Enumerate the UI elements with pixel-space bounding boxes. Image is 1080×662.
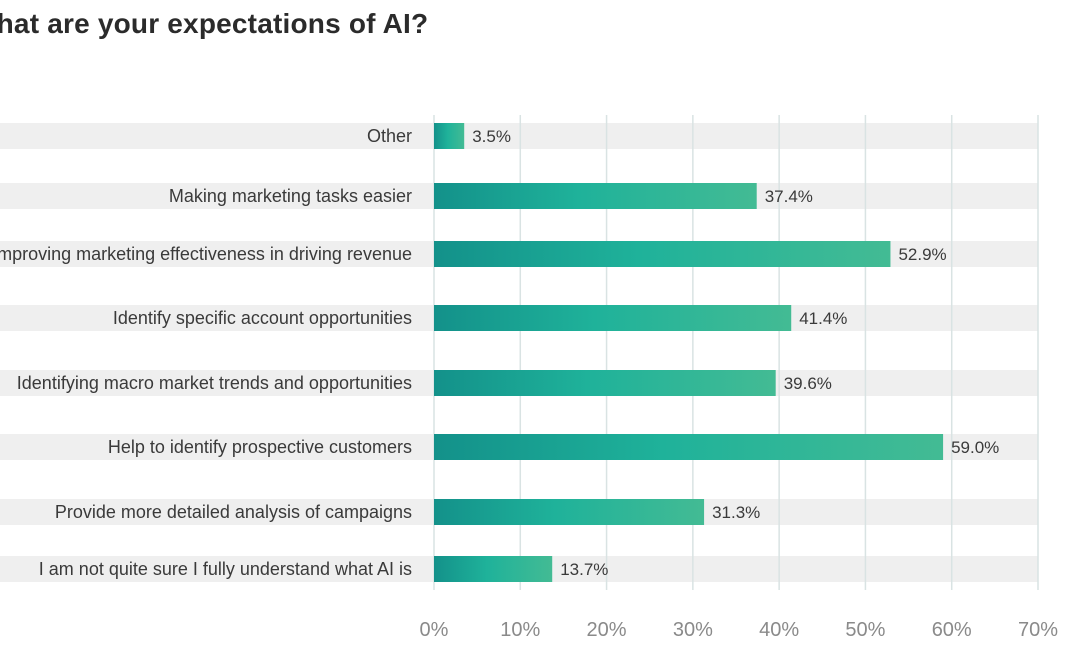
value-label: 39.6% <box>784 374 832 393</box>
bar <box>434 241 891 267</box>
bar <box>434 556 553 582</box>
value-label: 3.5% <box>472 127 511 146</box>
x-tick-label: 20% <box>587 619 627 641</box>
bar <box>434 370 776 396</box>
chart-title: What are your expectations of AI? <box>0 8 429 39</box>
x-tick-label: 0% <box>420 619 449 641</box>
x-tick-label: 40% <box>759 619 799 641</box>
bar <box>434 305 792 331</box>
bar <box>434 434 944 460</box>
value-label: 59.0% <box>951 438 999 457</box>
x-tick-label: 60% <box>932 619 972 641</box>
category-label: Other <box>367 126 412 146</box>
category-label: Identifying macro market trends and oppo… <box>17 373 412 393</box>
value-label: 31.3% <box>712 503 760 522</box>
category-label: Provide more detailed analysis of campai… <box>55 502 412 522</box>
category-label: Making marketing tasks easier <box>169 186 412 206</box>
x-tick-label: 10% <box>500 619 540 641</box>
value-label: 37.4% <box>765 187 813 206</box>
category-label: I am not quite sure I fully understand w… <box>39 559 412 579</box>
bar <box>434 123 465 149</box>
x-tick-label: 70% <box>1018 619 1058 641</box>
x-tick-label: 50% <box>845 619 885 641</box>
x-tick-label: 30% <box>673 619 713 641</box>
bar <box>434 499 705 525</box>
category-label: Identify specific account opportunities <box>113 308 412 328</box>
category-label: Improving marketing effectiveness in dri… <box>0 244 412 264</box>
row-band <box>0 123 1038 149</box>
value-label: 41.4% <box>799 309 847 328</box>
category-label: Help to identify prospective customers <box>108 437 412 457</box>
bar <box>434 183 757 209</box>
value-label: 52.9% <box>898 245 946 264</box>
value-label: 13.7% <box>560 560 608 579</box>
